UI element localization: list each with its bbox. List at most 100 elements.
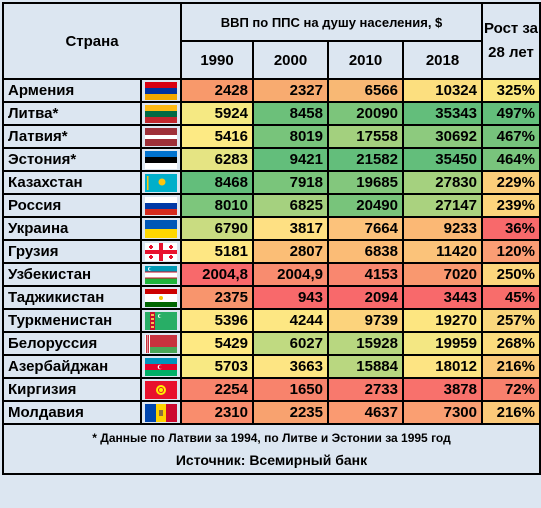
- gdp-1990-cell: 2428: [180, 78, 254, 103]
- table-row: Киргизия 2254 1650 2733 3878 72%: [2, 377, 541, 402]
- gdp-2018-cell: 30692: [402, 124, 483, 149]
- gdp-1990-cell: 8010: [180, 193, 254, 218]
- country-name: Узбекистан: [2, 262, 142, 287]
- gdp-2000-cell: 8458: [252, 101, 329, 126]
- flag-cell: [140, 101, 182, 126]
- growth-cell: 72%: [481, 377, 541, 402]
- gdp-1990-cell: 6790: [180, 216, 254, 241]
- gdp-2018-cell: 9233: [402, 216, 483, 241]
- gdp-2010-cell: 21582: [327, 147, 404, 172]
- gdp-1990-cell: 5416: [180, 124, 254, 149]
- russia-flag: [145, 196, 177, 215]
- gdp-1990-cell: 2375: [180, 285, 254, 310]
- gdp-2000-cell: 6027: [252, 331, 329, 356]
- kazakhstan-flag: [145, 173, 177, 192]
- gdp-2000-cell: 4244: [252, 308, 329, 333]
- gdp-2018-cell: 7020: [402, 262, 483, 287]
- ukraine-flag: [145, 219, 177, 238]
- gdp-2000-cell: 1650: [252, 377, 329, 402]
- gdp-header: ВВП по ППС на душу населения, $: [180, 2, 483, 42]
- gdp-1990-cell: 5396: [180, 308, 254, 333]
- flag-cell: [140, 308, 182, 333]
- gdp-1990-cell: 5703: [180, 354, 254, 379]
- footer: * Данные по Латвии за 1994, по Литве и Э…: [2, 423, 541, 475]
- country-name: Армения: [2, 78, 142, 103]
- gdp-2000-cell: 2235: [252, 400, 329, 425]
- gdp-2010-cell: 2094: [327, 285, 404, 310]
- gdp-2018-cell: 7300: [402, 400, 483, 425]
- country-header: Страна: [2, 2, 182, 80]
- azerbaijan-flag: [145, 357, 177, 376]
- growth-cell: 216%: [481, 400, 541, 425]
- gdp-2000-cell: 6825: [252, 193, 329, 218]
- gdp-2010-cell: 15884: [327, 354, 404, 379]
- country-name: Россия: [2, 193, 142, 218]
- gdp-1990-cell: 8468: [180, 170, 254, 195]
- table-row: Украина 6790 3817 7664 9233 36%: [2, 216, 541, 241]
- gdp-2018-cell: 19959: [402, 331, 483, 356]
- growth-cell: 325%: [481, 78, 541, 103]
- country-name: Белоруссия: [2, 331, 142, 356]
- flag-cell: [140, 78, 182, 103]
- flag-cell: [140, 331, 182, 356]
- gdp-2000-cell: 3817: [252, 216, 329, 241]
- gdp-2018-cell: 35450: [402, 147, 483, 172]
- gdp-2010-cell: 19685: [327, 170, 404, 195]
- gdp-2010-cell: 4153: [327, 262, 404, 287]
- gdp-2010-cell: 15928: [327, 331, 404, 356]
- flag-cell: [140, 193, 182, 218]
- gdp-1990-cell: 5429: [180, 331, 254, 356]
- growth-cell: 467%: [481, 124, 541, 149]
- turkmenistan-flag: [145, 311, 177, 330]
- growth-cell: 216%: [481, 354, 541, 379]
- gdp-2018-cell: 11420: [402, 239, 483, 264]
- year-1990-header: 1990: [180, 40, 254, 80]
- gdp-2010-cell: 20090: [327, 101, 404, 126]
- gdp-2010-cell: 2733: [327, 377, 404, 402]
- gdp-1990-cell: 6283: [180, 147, 254, 172]
- gdp-2000-cell: 7918: [252, 170, 329, 195]
- table-row: Армения 2428 2327 6566 10324 325%: [2, 78, 541, 103]
- year-2000-header: 2000: [252, 40, 329, 80]
- growth-header: Рост за 28 лет: [481, 2, 541, 80]
- flag-cell: [140, 354, 182, 379]
- country-name: Казахстан: [2, 170, 142, 195]
- georgia-flag: [145, 242, 177, 261]
- estonia-flag: [145, 150, 177, 169]
- gdp-table: Страна ВВП по ППС на душу населения, $ Р…: [2, 2, 541, 475]
- source-note: Источник: Всемирный банк: [175, 452, 368, 468]
- table-row: Молдавия 2310 2235 4637 7300 216%: [2, 400, 541, 425]
- flag-cell: [140, 216, 182, 241]
- country-name: Латвия*: [2, 124, 142, 149]
- gdp-2010-cell: 6566: [327, 78, 404, 103]
- armenia-flag: [145, 81, 177, 100]
- growth-cell: 229%: [481, 170, 541, 195]
- gdp-2010-cell: 9739: [327, 308, 404, 333]
- flag-cell: [140, 147, 182, 172]
- gdp-2000-cell: 9421: [252, 147, 329, 172]
- gdp-1990-cell: 2254: [180, 377, 254, 402]
- gdp-2000-cell: 3663: [252, 354, 329, 379]
- gdp-1990-cell: 2310: [180, 400, 254, 425]
- table-row: Азербайджан 5703 3663 15884 18012 216%: [2, 354, 541, 379]
- gdp-2018-cell: 35343: [402, 101, 483, 126]
- country-name: Молдавия: [2, 400, 142, 425]
- country-name: Киргизия: [2, 377, 142, 402]
- year-2010-header: 2010: [327, 40, 404, 80]
- table-row: Таджикистан 2375 943 2094 3443 45%: [2, 285, 541, 310]
- flag-cell: [140, 400, 182, 425]
- gdp-2018-cell: 3878: [402, 377, 483, 402]
- growth-cell: 36%: [481, 216, 541, 241]
- growth-cell: 257%: [481, 308, 541, 333]
- gdp-2010-cell: 17558: [327, 124, 404, 149]
- gdp-2010-cell: 20490: [327, 193, 404, 218]
- kyrgyzstan-flag: [145, 380, 177, 399]
- flag-cell: [140, 377, 182, 402]
- gdp-2000-cell: 943: [252, 285, 329, 310]
- table-row: Грузия 5181 2807 6838 11420 120%: [2, 239, 541, 264]
- latvia-flag: [145, 127, 177, 146]
- lithuania-flag: [145, 104, 177, 123]
- growth-cell: 239%: [481, 193, 541, 218]
- flag-cell: [140, 239, 182, 264]
